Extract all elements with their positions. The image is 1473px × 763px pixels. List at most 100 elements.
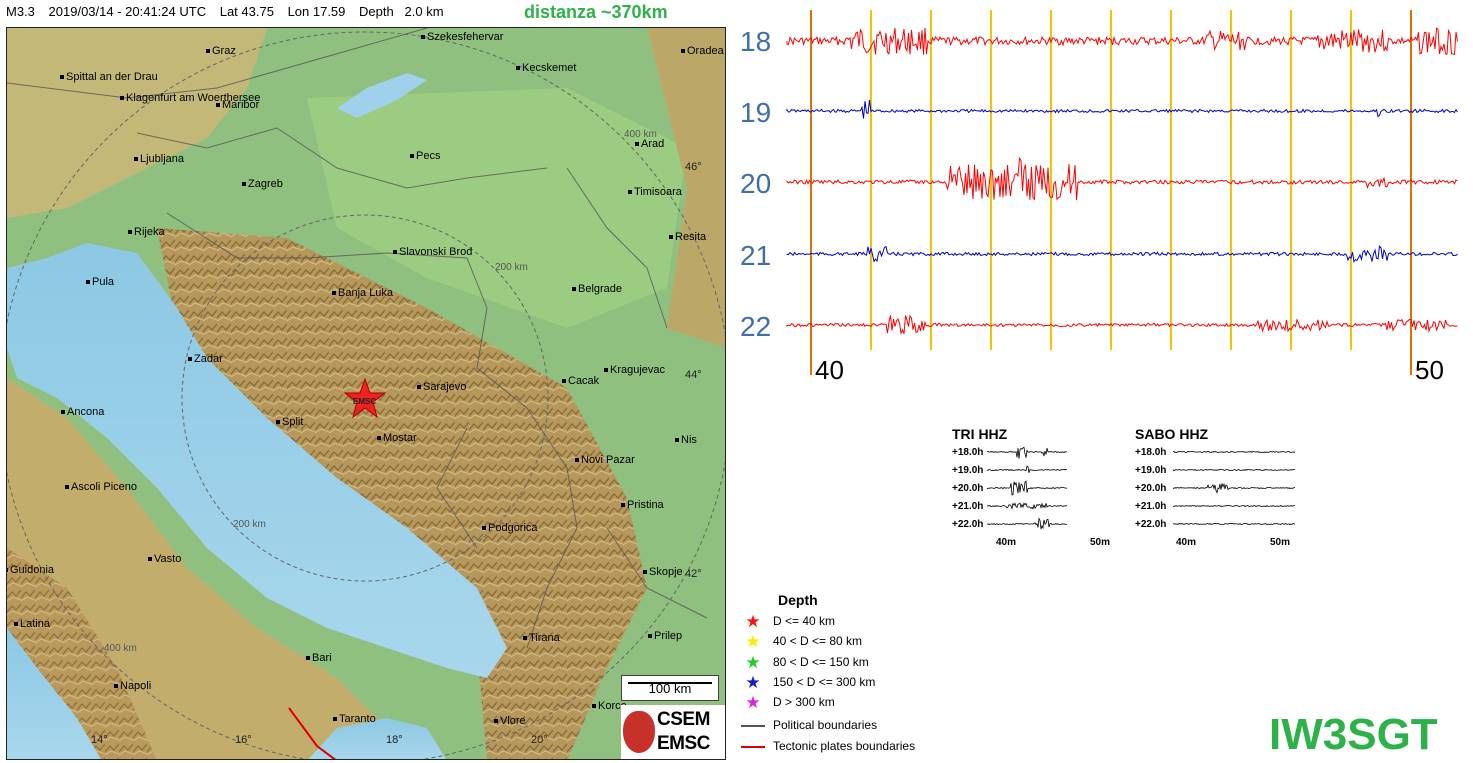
city-korce: Korce — [592, 700, 627, 712]
legend-item: ★ 150 < D <= 300 km — [741, 673, 875, 693]
legend-item: Tectonic plates boundaries — [741, 739, 915, 753]
legend-label: 150 < D <= 300 km — [773, 675, 876, 690]
city-nis: Nis — [675, 434, 697, 446]
seismic-trace-20 — [786, 156, 1458, 201]
city-timisoara: Timisoara — [628, 186, 682, 198]
city-arad: Arad — [635, 138, 664, 150]
minute-label-start: 40 — [815, 355, 844, 385]
epicenter-star-icon — [343, 377, 387, 419]
mini-trace — [987, 502, 1067, 510]
mini-trace — [1173, 522, 1295, 526]
legend-item: ★ D > 300 km — [741, 693, 835, 713]
seismic-trace-19 — [786, 99, 1458, 119]
legend-label: 80 < D <= 150 km — [773, 655, 869, 670]
logo-text-emsc: EMSC — [657, 733, 710, 754]
city-belgrade: Belgrade — [572, 283, 622, 295]
mini-row-label: +21.0h — [952, 501, 984, 512]
city-novi-pazar: Novi Pazar — [575, 454, 635, 466]
logo-text-csem: CSEM — [657, 709, 710, 730]
city-pula: Pula — [86, 276, 114, 288]
city-napoli: Napoli — [114, 680, 151, 692]
seismic-trace-18 — [786, 27, 1458, 55]
city-kragujevac: Kragujevac — [604, 364, 665, 376]
city-mostar: Mostar — [377, 432, 417, 444]
city-kecskemet: Kecskemet — [516, 62, 576, 74]
mini-row-label: +21.0h — [1135, 501, 1167, 512]
red-star-icon: ★ — [745, 612, 761, 631]
lon-label-14: 14° — [91, 734, 108, 746]
city-guidonia: Guidonia — [7, 564, 54, 576]
city-sarajevo: Sarajevo — [417, 381, 466, 393]
mini-row-label: +19.0h — [952, 465, 984, 476]
lon-label-18: 18° — [386, 734, 403, 746]
city-ancona: Ancona — [61, 406, 104, 418]
event-depth: Depth 2.0 km — [359, 4, 444, 19]
legend-label: D <= 40 km — [773, 614, 836, 629]
city-szekesfehervar: Szekesfehervar — [421, 31, 503, 43]
lat-label-44: 44° — [685, 369, 702, 381]
legend-item: ★ D <= 40 km — [741, 612, 835, 632]
city-zagreb: Zagreb — [242, 178, 283, 190]
city-tirana: Tirana — [523, 632, 560, 644]
mini-row-label: +20.0h — [952, 483, 984, 494]
callsign: IW3SGT — [1269, 710, 1438, 759]
city-pristina: Pristina — [621, 499, 664, 511]
legend-label: Political boundaries — [773, 718, 878, 732]
mini-trace — [987, 517, 1067, 530]
seismic-trace-21 — [786, 245, 1458, 263]
magnitude: M3.3 — [6, 4, 35, 19]
city-skopje: Skopje — [643, 566, 683, 578]
city-maribor: Maribor — [216, 99, 259, 111]
legend-item: Political boundaries — [741, 718, 877, 732]
city-spittal: Spittal an der Drau — [60, 71, 158, 83]
mini-row-label: +22.0h — [1135, 519, 1167, 530]
mini-plot-sabo: SABO HHZ +18.0h +19.0h +20.0h +21.0h +22… — [1133, 426, 1303, 551]
city-oradea: Oradea — [681, 45, 724, 57]
event-datetime: 2019/03/14 - 20:41:24 UTC — [48, 4, 207, 19]
city-vlore: Vlore — [494, 715, 526, 727]
mini-trace — [1173, 468, 1295, 472]
mini-trace — [1173, 504, 1295, 508]
city-resita: Resita — [669, 231, 706, 243]
ring-label-400-sw: 400 km — [104, 643, 137, 654]
mini-row-label: +18.0h — [952, 447, 984, 458]
distance-label: distanza ~370km — [524, 2, 668, 22]
city-cacak: Cacak — [562, 375, 599, 387]
mini-plot-title: TRI HHZ — [952, 426, 1008, 442]
map-canvas — [7, 28, 725, 759]
map-scale-bar: 100 km — [621, 675, 719, 701]
mini-trace — [1173, 482, 1295, 494]
epicenter-map: EMSC Graz Szekesfehervar Oradea Spittal … — [6, 27, 726, 760]
mini-trace — [987, 446, 1067, 459]
legend-item: ★ 40 < D <= 80 km — [741, 632, 862, 652]
mini-axis-end: 50m — [1270, 537, 1291, 548]
legend-label: D > 300 km — [773, 695, 835, 710]
mini-row-label: +19.0h — [1135, 465, 1167, 476]
city-latina: Latina — [14, 618, 50, 630]
city-graz: Graz — [206, 45, 236, 57]
mini-axis-start: 40m — [1176, 537, 1197, 548]
city-vasto: Vasto — [148, 553, 181, 565]
emsc-logo: CSEM EMSC — [621, 705, 725, 759]
hour-label-20: 20 — [740, 168, 772, 199]
city-banja-luka: Banja Luka — [332, 287, 393, 299]
city-slavonski-brod: Slavonski Brod — [393, 246, 472, 258]
city-split: Split — [276, 416, 303, 428]
epicenter-label: EMSC — [353, 397, 377, 406]
legend-label: 40 < D <= 80 km — [773, 634, 863, 649]
hour-label-18: 18 — [740, 26, 772, 57]
mini-plot-traces — [987, 446, 1067, 530]
seismic-trace-22 — [786, 314, 1458, 335]
mini-trace — [987, 480, 1067, 496]
ring-label-400-ne: 400 km — [624, 129, 657, 140]
legend-label: Tectonic plates boundaries — [773, 739, 916, 753]
city-bari: Bari — [306, 652, 332, 664]
lat-label-46: 46° — [685, 161, 702, 173]
legend-item: ★ 80 < D <= 150 km — [741, 653, 869, 673]
magenta-star-icon: ★ — [745, 693, 761, 712]
legend-title: Depth — [778, 592, 818, 608]
mini-plot-tri: TRI HHZ +18.0h +19.0h +20.0h +21.0h +22.… — [950, 426, 1120, 551]
city-rijeka: Rijeka — [128, 226, 165, 238]
ring-label-200-e: 200 km — [495, 262, 528, 273]
mini-row-label: +20.0h — [1135, 483, 1167, 494]
